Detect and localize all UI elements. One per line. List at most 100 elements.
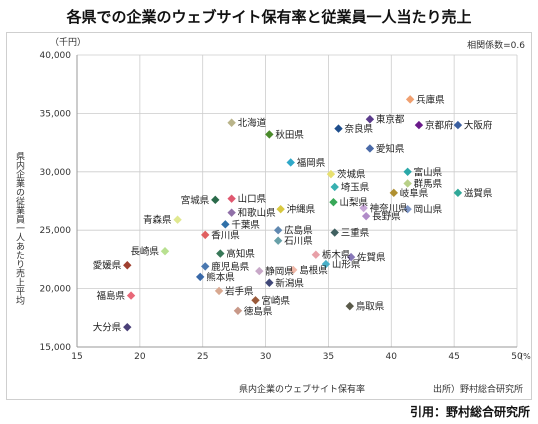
data-point-label: 鹿児島県 [211,261,250,273]
data-point-marker [365,115,375,124]
data-point-marker [265,130,274,139]
page-title: 各県での企業のウェブサイト保有率と従業員一人当たり売上 [66,8,472,26]
data-point-marker [326,169,336,179]
data-point-marker [211,195,220,205]
data-point-label: 香川県 [211,230,240,241]
data-point-label: 山口県 [238,194,267,205]
data-point-marker [346,252,356,262]
data-point-label: 福岡県 [297,157,326,169]
data-points [123,95,463,332]
y-tick-label: 20,000 [40,285,72,295]
data-point-label: 石川県 [284,236,313,247]
data-point-label: 埼玉県 [341,181,370,193]
data-point-marker [286,158,295,167]
data-point-marker [403,179,412,188]
data-point-marker [403,204,412,214]
x-axis-unit: (%) [520,352,531,361]
data-point-label: 青森県 [143,214,172,226]
data-point-marker [196,272,205,282]
data-point-label: 長崎県 [130,246,159,258]
data-point-marker [126,291,136,300]
data-point-label: 宮城県 [181,194,210,206]
data-point-marker [321,259,331,269]
data-point-label: 宮崎県 [262,295,291,307]
data-point-marker [276,204,285,214]
data-point-label: 福島県 [97,290,126,302]
data-point-label: 長野県 [372,212,401,223]
data-point-label: 愛知県 [376,143,405,155]
data-point-label: 奈良県 [344,123,373,135]
data-point-label: 愛媛県 [93,260,122,272]
data-point-label: 茨城県 [337,169,366,181]
data-point-label: 岩手県 [225,285,254,297]
data-point-marker [334,124,343,133]
data-point-marker [255,266,264,276]
y-tick-label: 40,000 [40,51,72,61]
data-point-label: 大分県 [93,322,122,334]
data-point-marker [359,203,368,213]
data-point-label: 岐阜県 [400,187,429,199]
x-tick-label: 25 [197,352,208,362]
data-point-marker [233,306,243,315]
grid-lines [76,54,518,348]
x-axis-label: 県内企業のウェブサイト保有率 [239,383,365,395]
data-point-label: 山梨県 [339,197,368,209]
data-point-label: 鳥取県 [356,301,385,313]
data-point-label: 新潟県 [275,277,304,289]
data-point-label: 北海道 [238,117,267,129]
data-point-label: 和歌山県 [238,207,277,219]
source-label: 出所）野村総合研究所 [433,383,523,395]
y-tick-label: 30,000 [40,168,72,178]
data-point-label: 山形県 [332,259,361,271]
data-point-marker [251,296,260,305]
data-point-marker [453,120,463,130]
data-point-label: 秋田県 [275,129,304,141]
data-point-label: 富山県 [414,166,443,178]
data-point-label: 神奈川県 [370,203,409,215]
data-point-marker [453,188,463,198]
x-tick-label: 20 [134,352,146,362]
data-point-label: 佐賀県 [357,252,386,264]
data-point-label: 静岡県 [265,266,294,278]
data-point-marker [221,220,230,229]
data-point-label: 千葉県 [231,219,260,231]
data-point-marker [201,230,210,240]
y-tick-label: 15,000 [40,343,72,353]
x-tick-label: 50 [511,352,523,362]
scatter-chart: 15,000 20,000 25,000 30,000 35,000 40,000 15 20… [14,37,531,395]
data-point-label: 東京都 [376,114,405,126]
data-point-marker [405,95,415,104]
data-point-label: 三重県 [341,227,370,239]
y-tick-label: 35,000 [40,109,72,119]
data-point-marker [173,215,182,224]
data-point-marker [227,194,236,203]
data-point-marker [361,211,371,221]
data-point-marker [123,261,132,270]
data-point-marker [227,118,236,127]
data-point-marker [160,247,170,256]
data-point-marker [273,236,283,245]
axes: 15,000 20,000 25,000 30,000 35,000 40,000 15 20… [40,51,523,362]
data-point-marker [311,250,321,259]
y-axis-label: 県内企業の従業員一人あたり売上平均 [14,151,25,305]
x-tick-label: 35 [323,352,334,362]
y-axis-unit: （千円） [50,37,86,48]
data-point-marker [289,265,298,275]
data-point-label: 京都府 [425,120,454,132]
data-point-label: 兵庫県 [416,94,445,106]
data-point-marker [365,144,375,153]
data-point-label: 島根県 [299,264,328,276]
data-point-marker [403,167,412,176]
data-point-marker [216,249,225,258]
x-tick-label: 15 [71,352,82,362]
data-point-marker [330,182,339,192]
data-point-marker [201,262,210,271]
data-point-label: 徳島県 [244,305,273,317]
correlation-label: 相関係数=0.6 [467,39,525,51]
data-point-label: 群馬県 [414,178,443,190]
data-point-label: 栃木県 [322,249,351,261]
data-point-marker [389,188,398,198]
x-tick-label: 30 [260,352,272,362]
data-point-marker [214,286,224,296]
